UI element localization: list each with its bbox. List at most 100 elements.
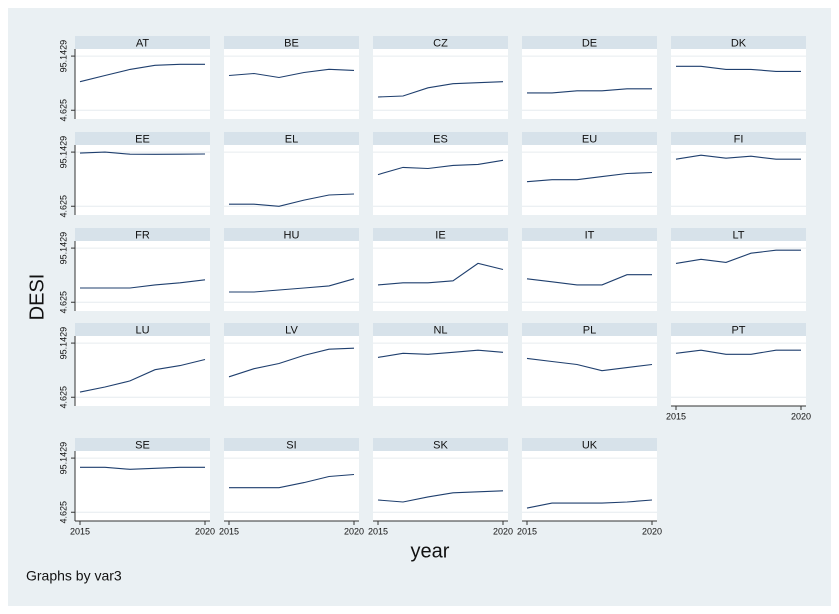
plot-area — [522, 336, 657, 406]
y-tick-label: 95.1429 — [58, 136, 68, 169]
panel-title: PL — [583, 324, 596, 336]
data-line — [229, 193, 355, 207]
plot-area — [373, 336, 508, 406]
x-tick-label: 2015 — [368, 526, 388, 536]
panel-title: CZ — [433, 37, 448, 49]
data-line — [675, 249, 801, 264]
panel-header — [522, 132, 657, 145]
data-line — [676, 65, 801, 72]
plot-area — [522, 451, 657, 521]
data-line — [228, 347, 355, 378]
x-tick-label: 2020 — [195, 526, 215, 536]
plot-area — [75, 451, 210, 521]
plot-area — [75, 336, 210, 406]
y-axis-title: DESI — [26, 274, 48, 321]
panel-header — [224, 438, 359, 451]
x-tick-label: 2020 — [791, 411, 811, 421]
plot-area — [75, 241, 210, 311]
panel-header — [75, 132, 210, 145]
x-tick-label: 2015 — [70, 526, 90, 536]
panel-title: IT — [585, 229, 595, 241]
panel-title: DK — [731, 37, 747, 49]
note: Graphs by var3 — [26, 568, 122, 584]
plot-area — [373, 145, 508, 215]
panel-header — [522, 438, 657, 451]
plot-area — [671, 145, 806, 215]
data-line — [229, 473, 355, 489]
plot-area — [373, 451, 508, 521]
data-line — [79, 151, 206, 155]
data-line — [377, 262, 504, 286]
panel-header — [373, 438, 508, 451]
panel-title: BE — [284, 37, 299, 49]
plot-area — [373, 49, 508, 119]
panel-header — [522, 228, 657, 241]
panel-header — [373, 323, 508, 336]
panel-title: PT — [731, 324, 745, 336]
x-tick-label: 2015 — [219, 526, 239, 536]
panel-title: EE — [135, 133, 150, 145]
panel-title: LU — [135, 324, 149, 336]
plot-area — [224, 336, 359, 406]
y-tick-label: 95.1429 — [58, 327, 68, 360]
data-line — [675, 154, 801, 160]
y-tick-label: 4.625 — [58, 99, 68, 122]
x-tick-label: 2015 — [666, 411, 686, 421]
panel-header — [671, 36, 806, 49]
panel-header — [522, 36, 657, 49]
panel-header — [373, 228, 508, 241]
panel-header — [522, 323, 657, 336]
data-line — [79, 358, 206, 393]
panel-header — [75, 438, 210, 451]
plot-area — [671, 49, 806, 119]
data-line — [377, 490, 504, 503]
data-line — [377, 81, 504, 98]
plot-area — [75, 145, 210, 215]
panel-title: EU — [582, 133, 597, 145]
data-line — [79, 63, 205, 83]
x-tick-label: 2020 — [642, 526, 662, 536]
panel-header — [671, 228, 806, 241]
panel-title: UK — [582, 439, 598, 451]
panel-title: AT — [136, 37, 150, 49]
panel-title: DE — [582, 37, 597, 49]
panel-title: LT — [732, 229, 744, 241]
panel-title: EL — [285, 133, 298, 145]
plot-area — [75, 49, 210, 119]
panel-title: FI — [734, 133, 744, 145]
data-line — [526, 171, 653, 183]
panel-title: SE — [135, 439, 150, 451]
plot-area — [224, 451, 359, 521]
plot-area — [522, 49, 657, 119]
y-tick-label: 4.625 — [58, 386, 68, 409]
y-tick-label: 95.1429 — [58, 40, 68, 73]
panel-title: LV — [285, 324, 298, 336]
data-line — [229, 278, 355, 293]
plot-area — [522, 241, 657, 311]
plot-area — [224, 241, 359, 311]
x-tick-label: 2020 — [493, 526, 513, 536]
panel-header — [75, 323, 210, 336]
y-tick-label: 4.625 — [58, 501, 68, 524]
data-line — [526, 357, 653, 372]
y-tick-label: 95.1429 — [58, 442, 68, 475]
y-tick-label: 4.625 — [58, 291, 68, 314]
plot-area — [224, 49, 359, 119]
data-line — [526, 499, 653, 509]
data-line — [675, 349, 801, 355]
panel-header — [373, 36, 508, 49]
y-tick-label: 4.625 — [58, 195, 68, 218]
data-line — [80, 279, 206, 289]
panel-title: IE — [435, 229, 445, 241]
y-tick-label: 95.1429 — [58, 232, 68, 265]
data-line — [527, 88, 652, 94]
panel-title: SK — [433, 439, 448, 451]
data-line — [377, 159, 504, 176]
data-line — [80, 466, 205, 470]
panel-header — [671, 323, 806, 336]
plot-area — [671, 241, 806, 311]
data-line — [228, 68, 355, 79]
panel-title: SI — [286, 439, 296, 451]
panel-header — [671, 132, 806, 145]
panel-header — [224, 132, 359, 145]
